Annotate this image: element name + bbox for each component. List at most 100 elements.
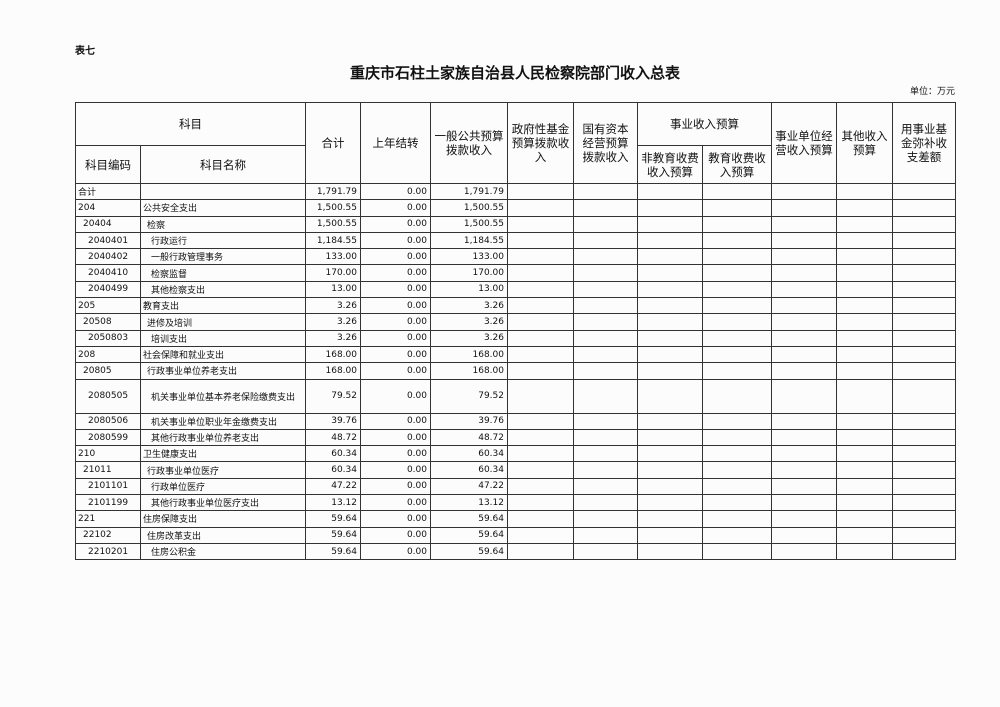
empty-cell	[702, 280, 772, 299]
empty-cell	[702, 461, 772, 479]
amount-cell: 59.64	[305, 542, 361, 561]
empty-cell	[771, 231, 837, 250]
empty-cell	[573, 297, 638, 315]
table-body: 合计 1,791.79 0.00 1,791.79 204 公共安全支出 1,500.55 0…	[75, 182, 956, 561]
table-row: 221 住房保障支出 59.64 0.00 59.64	[75, 510, 956, 528]
empty-cell	[836, 248, 893, 266]
amount-cell: 133.00	[305, 248, 361, 266]
empty-cell	[836, 412, 893, 430]
amount-cell: 79.52	[430, 378, 508, 414]
empty-cell	[573, 494, 638, 512]
empty-cell	[771, 526, 837, 544]
header-cell: 上年结转	[360, 102, 431, 184]
unit-note: 单位：万元	[909, 87, 955, 97]
empty-cell	[836, 215, 893, 233]
empty-cell	[836, 526, 893, 544]
empty-cell	[836, 461, 893, 479]
empty-cell	[771, 313, 837, 331]
empty-cell	[836, 362, 893, 380]
empty-cell	[702, 494, 772, 512]
empty-cell	[573, 199, 638, 217]
amount-cell: 13.00	[305, 280, 361, 299]
empty-cell	[702, 445, 772, 463]
empty-cell	[771, 182, 837, 201]
amount-cell: 0.00	[360, 182, 431, 201]
empty-cell	[836, 313, 893, 331]
name-cell: 卫生健康支出	[140, 445, 306, 463]
empty-cell	[573, 280, 638, 299]
empty-cell	[507, 215, 574, 233]
code-cell: 合计	[75, 182, 141, 201]
header-cell: 事业单位经营收入预算	[771, 102, 837, 184]
empty-cell	[702, 412, 772, 430]
code-cell: 2040410	[75, 264, 141, 282]
amount-cell: 1,791.79	[430, 182, 508, 201]
empty-cell	[702, 510, 772, 528]
table-row: 2040410 检察监督 170.00 0.00 170.00	[75, 264, 956, 282]
amount-cell: 48.72	[430, 428, 508, 447]
empty-cell	[836, 329, 893, 347]
header-cell: 国有资本经营预算拨款收入	[573, 102, 638, 184]
empty-cell	[637, 264, 703, 282]
empty-cell	[771, 510, 837, 528]
code-cell: 2210201	[75, 542, 141, 561]
empty-cell	[702, 378, 772, 414]
empty-cell	[836, 199, 893, 217]
amount-cell: 0.00	[360, 329, 431, 347]
amount-cell: 0.00	[360, 345, 431, 364]
amount-cell: 60.34	[430, 445, 508, 463]
header-cell: 科目编码	[75, 145, 141, 184]
empty-cell	[573, 264, 638, 282]
empty-cell	[507, 329, 574, 347]
header-cell: 非教育收费收入预算	[637, 145, 703, 184]
empty-cell	[771, 461, 837, 479]
amount-cell: 60.34	[305, 461, 361, 479]
amount-cell: 3.26	[430, 313, 508, 331]
empty-cell	[892, 412, 956, 430]
empty-cell	[507, 412, 574, 430]
table-row: 2040402 一般行政管理事务 133.00 0.00 133.00	[75, 248, 956, 266]
amount-cell: 1,184.55	[305, 231, 361, 250]
empty-cell	[637, 280, 703, 299]
name-cell: 其他行政事业单位医疗支出	[140, 494, 306, 512]
amount-cell: 0.00	[360, 362, 431, 380]
table-row: 2101199 其他行政事业单位医疗支出 13.12 0.00 13.12	[75, 494, 956, 512]
empty-cell	[892, 215, 956, 233]
empty-cell	[573, 477, 638, 496]
amount-cell: 0.00	[360, 313, 431, 331]
empty-cell	[892, 526, 956, 544]
name-cell: 机关事业单位基本养老保险缴费支出	[140, 378, 306, 414]
table-row: 210 卫生健康支出 60.34 0.00 60.34	[75, 445, 956, 463]
amount-cell: 59.64	[430, 526, 508, 544]
code-cell: 221	[75, 510, 141, 528]
table-row: 20805 行政事业单位养老支出 168.00 0.00 168.00	[75, 362, 956, 380]
name-cell: 社会保障和就业支出	[140, 345, 306, 364]
empty-cell	[507, 428, 574, 447]
table-row: 204 公共安全支出 1,500.55 0.00 1,500.55	[75, 199, 956, 217]
empty-cell	[771, 345, 837, 364]
amount-cell: 0.00	[360, 445, 431, 463]
amount-cell: 47.22	[430, 477, 508, 496]
income-table: 科目 合计 上年结转 一般公共预算拨款收入 政府性基金预算拨款收入 国有资本经营…	[75, 102, 956, 561]
empty-cell	[836, 182, 893, 201]
empty-cell	[573, 412, 638, 430]
code-cell: 20805	[75, 362, 141, 380]
empty-cell	[892, 313, 956, 331]
header-cell: 用事业基金弥补收支差额	[892, 102, 956, 184]
table-row: 2080506 机关事业单位职业年金缴费支出 39.76 0.00 39.76	[75, 412, 956, 430]
empty-cell	[892, 477, 956, 496]
table-row: 20404 检察 1,500.55 0.00 1,500.55	[75, 215, 956, 233]
code-cell: 20508	[75, 313, 141, 331]
empty-cell	[836, 542, 893, 561]
amount-cell: 0.00	[360, 264, 431, 282]
empty-cell	[573, 248, 638, 266]
empty-cell	[573, 345, 638, 364]
amount-cell: 0.00	[360, 494, 431, 512]
code-cell: 20404	[75, 215, 141, 233]
empty-cell	[637, 231, 703, 250]
empty-cell	[836, 297, 893, 315]
amount-cell: 1,500.55	[430, 199, 508, 217]
empty-cell	[702, 428, 772, 447]
amount-cell: 0.00	[360, 428, 431, 447]
amount-cell: 0.00	[360, 510, 431, 528]
